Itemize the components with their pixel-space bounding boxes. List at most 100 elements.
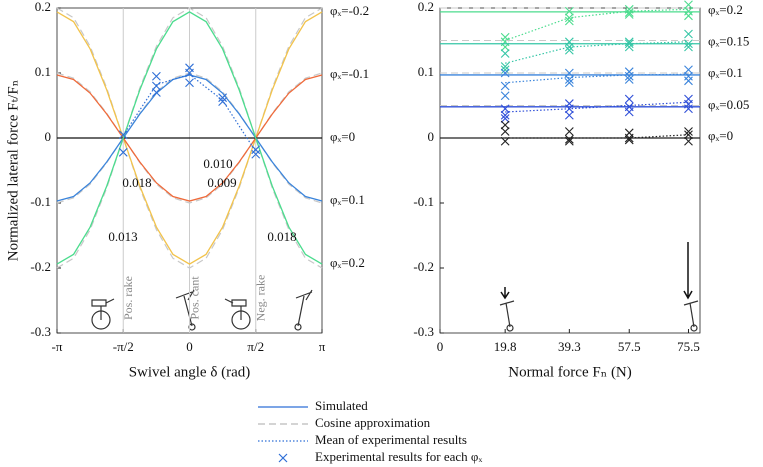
experimental-point <box>564 13 574 23</box>
y-tick-label: -0.1 <box>30 194 51 209</box>
approx-line <box>56 7 323 269</box>
annotation: 0.009 <box>207 175 236 190</box>
experimental-point <box>564 45 574 55</box>
x-tick-label: 0 <box>437 339 444 354</box>
reference-label: Pos. cant <box>187 276 201 320</box>
experimental-point <box>251 145 261 155</box>
experimental-point <box>251 149 261 159</box>
experimental-point <box>624 10 634 19</box>
x-tick-label: 57.5 <box>618 339 641 354</box>
experimental-point <box>564 110 574 120</box>
experimental-point <box>564 78 574 88</box>
experimental-point <box>684 65 693 75</box>
caster-icon <box>294 289 313 331</box>
series-label: φₓ=0.1 <box>708 65 743 80</box>
series-label: φₓ=0 <box>708 128 733 143</box>
experimental-point <box>624 75 634 84</box>
experimental-point <box>500 136 510 146</box>
caster-icon <box>224 298 251 330</box>
experimental-point <box>684 29 693 39</box>
y-tick-label: 0.1 <box>418 64 434 79</box>
simulated-line <box>56 11 323 265</box>
experimental-point <box>500 104 510 114</box>
x-tick-label: π/2 <box>247 339 264 354</box>
experimental-point <box>624 94 634 104</box>
mean-line <box>504 8 689 42</box>
y-axis-title: Normalized lateral force Fₜ/Fₙ <box>5 80 21 261</box>
experimental-point <box>684 127 693 136</box>
annotation: 0.018 <box>122 175 151 190</box>
caster-icon <box>91 298 115 330</box>
simulated-line <box>56 74 323 202</box>
x-tick-label: 39.3 <box>558 339 581 354</box>
reference-label: Pos. rake <box>121 276 135 320</box>
x-tick-label: -π/2 <box>113 339 134 354</box>
experimental-point <box>500 120 510 130</box>
experimental-point <box>624 71 634 81</box>
reference-label: Neg. rake <box>254 275 268 322</box>
series-label: φₓ=0.05 <box>708 97 749 112</box>
annotation: 0.010 <box>203 156 232 171</box>
experimental-point <box>624 135 634 145</box>
plot-frame <box>439 7 701 334</box>
experimental-point <box>500 114 510 123</box>
mean-line <box>505 41 689 64</box>
experimental-point <box>500 91 510 101</box>
experimental-point <box>500 110 510 120</box>
experimental-point <box>564 68 574 78</box>
caster-icons <box>91 289 699 332</box>
experimental-point <box>564 6 574 16</box>
experimental-point <box>684 11 693 21</box>
experimental-point <box>185 68 194 78</box>
experimental-point <box>564 16 574 26</box>
experimental-point <box>564 75 574 84</box>
experimental-point <box>684 42 693 52</box>
y-tick-label: 0 <box>45 129 52 144</box>
experimental-point <box>500 68 510 78</box>
x-tick-label: π <box>319 339 326 354</box>
series-label: φₓ=0.1 <box>330 192 365 207</box>
mean-line <box>122 73 257 152</box>
caster-icon <box>683 300 699 332</box>
series-label: φₓ=0.2 <box>330 255 365 270</box>
legend: Simulated Cosine approximation Mean of e… <box>258 398 482 464</box>
x-tick-label: 19.8 <box>494 339 517 354</box>
mean-line <box>505 73 689 84</box>
experimental-point <box>684 76 693 86</box>
x-axis-title: Normal force Fₙ (N) <box>508 364 632 380</box>
legend-text: Simulated <box>315 398 368 413</box>
experimental-point <box>564 42 574 52</box>
series-label: φₓ=0.2 <box>708 2 743 17</box>
experimental-point <box>684 6 693 16</box>
experimental-point <box>684 130 693 140</box>
force-arrow <box>683 242 693 300</box>
y-tick-label: 0.2 <box>418 0 434 14</box>
experimental-point <box>624 42 634 52</box>
mean-line <box>505 101 689 113</box>
experimental-point <box>624 67 634 77</box>
experimental-point <box>684 99 693 109</box>
approx-line <box>56 7 323 269</box>
x-tick-label: 0 <box>186 339 193 354</box>
annotation: 0.018 <box>267 229 296 244</box>
y-tick-label: -0.3 <box>30 324 51 339</box>
y-tick-label: 0 <box>428 129 435 144</box>
force-arrow <box>500 287 510 300</box>
x-tick-label: 75.5 <box>677 339 700 354</box>
x-tick-label: -π <box>52 339 63 354</box>
legend-text: Cosine approximation <box>315 415 431 430</box>
experimental-point <box>684 71 693 81</box>
annotation: 0.013 <box>108 229 137 244</box>
experimental-point <box>500 32 510 42</box>
experimental-point <box>118 130 128 140</box>
simulated-line <box>56 11 323 265</box>
mean-line <box>505 134 689 139</box>
experimental-point <box>564 127 574 136</box>
legend-text: Mean of experimental results <box>315 432 467 447</box>
experimental-point <box>500 65 510 75</box>
experimental-point <box>564 136 574 146</box>
experimental-point <box>218 97 227 106</box>
legend-text: Experimental results for each φₓ <box>315 449 482 464</box>
experimental-point <box>624 8 634 17</box>
